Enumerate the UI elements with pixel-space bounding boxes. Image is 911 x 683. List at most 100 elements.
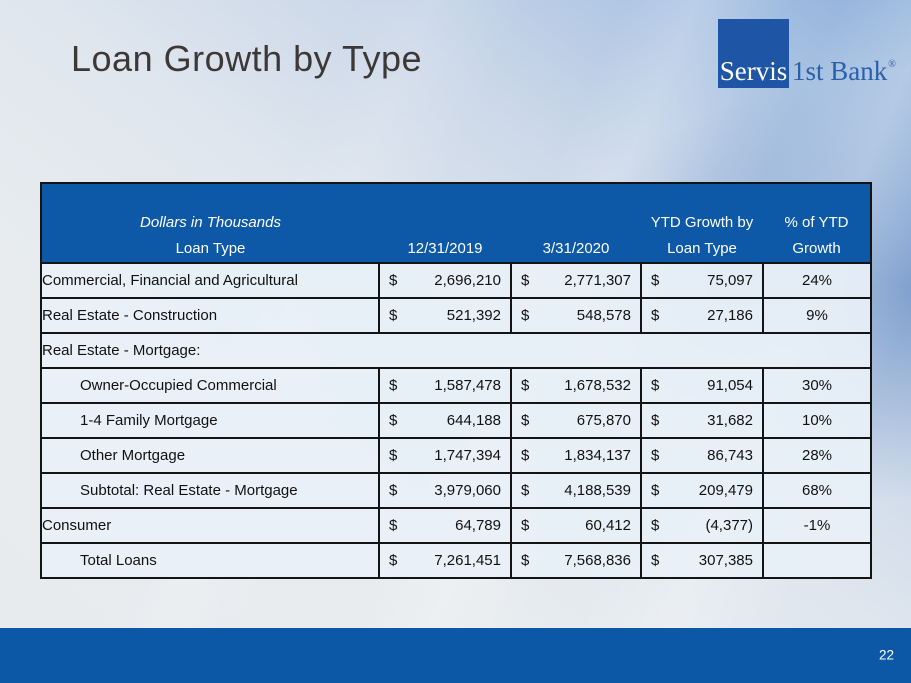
ytd-growth-cell: $209,479 [640,472,764,509]
page-number: 22 [878,646,894,662]
dollar-sign: $ [651,552,660,569]
section-label-cell: Real Estate - Mortgage: [40,332,872,369]
ytd-growth-cell: $75,097 [640,262,764,299]
amount: 7,568,836 [564,552,631,569]
value-2020-cell: $2,771,307 [510,262,642,299]
amount: 1,747,394 [434,447,501,464]
amount: 7,261,451 [434,552,501,569]
ytd-growth-cell: $307,385 [640,542,764,579]
value-2019-cell: $3,979,060 [378,472,512,509]
slide-footer-bar: 22 [0,628,911,683]
dollar-sign: $ [521,412,530,429]
amount: 548,578 [576,307,631,324]
dollar-sign: $ [389,272,398,289]
amount: 91,054 [707,377,753,394]
logo-text-servis: Servis [719,56,788,86]
loan-type-cell: Consumer [40,507,380,544]
dollar-sign: $ [521,377,530,394]
loan-type-cell: 1-4 Family Mortgage [40,402,380,439]
value-2020-cell: $675,870 [510,402,642,439]
amount: 675,870 [576,412,631,429]
amount: 1,834,137 [564,447,631,464]
table-row: 1-4 Family Mortgage $644,188 $675,870 $3… [40,402,872,439]
dollar-sign: $ [521,552,530,569]
dollar-sign: $ [389,552,398,569]
amount: (4,377) [705,517,753,534]
pct-of-ytd-cell: 30% [762,367,872,404]
dollar-sign: $ [389,377,398,394]
value-2020-cell: $60,412 [510,507,642,544]
value-2019-cell: $521,392 [378,297,512,334]
dollar-sign: $ [389,447,398,464]
dollar-sign: $ [651,307,660,324]
loan-type-cell: Owner-Occupied Commercial [40,367,380,404]
amount: 2,771,307 [564,272,631,289]
dollar-sign: $ [389,412,398,429]
header-loan-type-label: Loan Type [175,240,246,257]
loan-type-cell: Subtotal: Real Estate - Mortgage [40,472,380,509]
dollar-sign: $ [521,272,530,289]
header-ytd-growth: YTD Growth by Loan Type [641,182,763,264]
dollar-sign: $ [521,447,530,464]
dollar-sign: $ [521,307,530,324]
table-row: Real Estate - Construction $521,392 $548… [40,297,872,334]
table-row-total: Total Loans $7,261,451 $7,568,836 $307,3… [40,542,872,579]
loan-type-cell: Other Mortgage [40,437,380,474]
dollar-sign: $ [389,482,398,499]
dollar-sign: $ [651,272,660,289]
page-title: Loan Growth by Type [71,38,423,79]
servisfirst-bank-logo: Servis 1st Bank ® [718,19,896,88]
loan-type-cell: Commercial, Financial and Agricultural [40,262,380,299]
value-2019-cell: $2,696,210 [378,262,512,299]
amount: 2,696,210 [434,272,501,289]
amount: 644,188 [446,412,501,429]
dollar-sign: $ [651,517,660,534]
amount: 209,479 [698,482,753,499]
value-2019-cell: $644,188 [378,402,512,439]
value-2019-cell: $64,789 [378,507,512,544]
value-2020-cell: $1,678,532 [510,367,642,404]
header-loan-type: Dollars in Thousands Loan Type [40,182,379,264]
table-body: Commercial, Financial and Agricultural $… [40,262,872,579]
loan-growth-table-container: Dollars in Thousands Loan Type 12/31/201… [40,182,872,579]
amount: 3,979,060 [434,482,501,499]
amount: 1,678,532 [564,377,631,394]
dollar-sign: $ [521,517,530,534]
table-row: Subtotal: Real Estate - Mortgage $3,979,… [40,472,872,509]
header-pct-of-ytd: % of YTD Growth [763,182,872,264]
pct-of-ytd-cell [762,542,872,579]
logo-text-1st-bank: 1st Bank [792,56,888,86]
ytd-growth-cell: $ (4,377) [640,507,764,544]
value-2020-cell: $7,568,836 [510,542,642,579]
ytd-growth-cell: $27,186 [640,297,764,334]
amount: 64,789 [455,517,501,534]
value-2019-cell: $7,261,451 [378,542,512,579]
table-row: Other Mortgage $1,747,394 $1,834,137 $86… [40,437,872,474]
table-header: Dollars in Thousands Loan Type 12/31/201… [40,182,872,264]
pct-of-ytd-cell: 24% [762,262,872,299]
logo-square-icon: Servis [718,19,789,88]
header-date-2020: 3/31/2020 [511,182,641,264]
amount: 307,385 [698,552,753,569]
table-header-row: Dollars in Thousands Loan Type 12/31/201… [40,182,872,264]
dollar-sign: $ [651,377,660,394]
dollar-sign: $ [389,307,398,324]
registered-trademark-symbol: ® [888,59,896,70]
table-subtitle: Dollars in Thousands [140,214,281,231]
loan-growth-table: Dollars in Thousands Loan Type 12/31/201… [40,182,872,579]
table-row: Owner-Occupied Commercial $1,587,478 $1,… [40,367,872,404]
dollar-sign: $ [389,517,398,534]
dollar-sign: $ [651,412,660,429]
value-2020-cell: $1,834,137 [510,437,642,474]
amount: 86,743 [707,447,753,464]
amount: 27,186 [707,307,753,324]
pct-of-ytd-cell: 9% [762,297,872,334]
amount: 1,587,478 [434,377,501,394]
loan-type-cell: Total Loans [40,542,380,579]
pct-of-ytd-cell: 68% [762,472,872,509]
amount: 60,412 [585,517,631,534]
amount: 4,188,539 [564,482,631,499]
value-2020-cell: $548,578 [510,297,642,334]
amount: 521,392 [446,307,501,324]
loan-type-cell: Real Estate - Construction [40,297,380,334]
